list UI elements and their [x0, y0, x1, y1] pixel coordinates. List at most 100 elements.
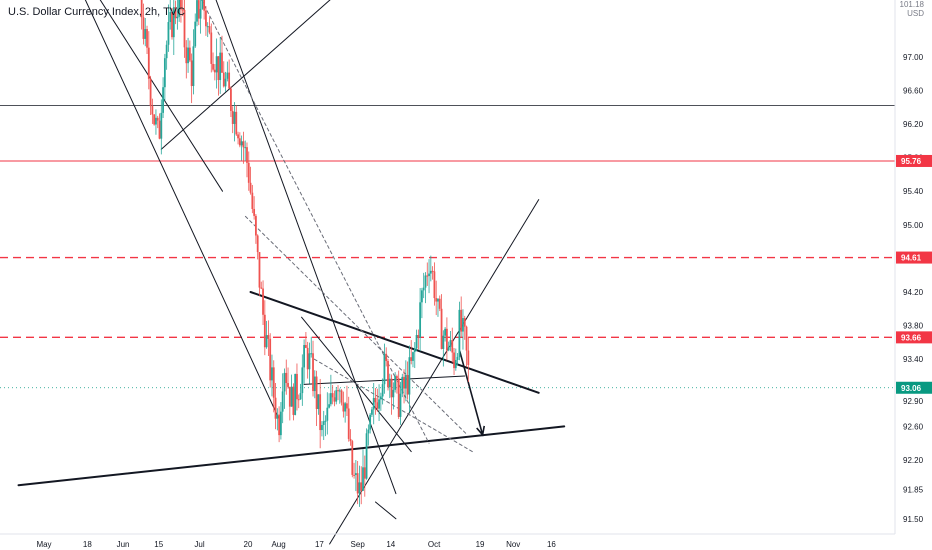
- candle-body: [412, 352, 414, 361]
- candle-body: [213, 69, 216, 73]
- candle-body: [199, 8, 202, 19]
- candle-body: [299, 393, 302, 400]
- time-tick-label: 19: [476, 540, 485, 549]
- candle-body: [230, 88, 232, 111]
- price-tick-label: 97.00: [903, 53, 924, 62]
- candle-body: [288, 386, 291, 407]
- candles: [140, 0, 470, 507]
- candle-body: [233, 111, 236, 124]
- candle-body: [201, 0, 204, 9]
- candle-body: [378, 399, 380, 409]
- candle-body: [215, 56, 218, 73]
- candle-body: [162, 87, 164, 113]
- candle-body: [255, 215, 257, 236]
- time-tick-label: Aug: [271, 540, 285, 549]
- candle-body: [454, 359, 457, 369]
- candle-body: [385, 353, 388, 361]
- price-tick-label: 96.60: [903, 86, 924, 95]
- candle-body: [276, 414, 279, 419]
- candle-body: [231, 110, 234, 124]
- candle-body: [219, 52, 222, 81]
- currency-code: USD: [907, 9, 924, 18]
- candle-body: [317, 394, 320, 409]
- candle-body: [292, 386, 295, 415]
- trendlines: [17, 0, 566, 545]
- candle-body: [429, 270, 432, 274]
- candle-body: [451, 340, 454, 353]
- candle-body: [324, 420, 327, 422]
- time-tick-label: 14: [386, 540, 395, 549]
- dashed-trendline: [244, 215, 468, 436]
- candle-body: [312, 353, 314, 392]
- candle-body: [147, 47, 150, 79]
- projection-arrow-shaft: [458, 350, 484, 436]
- price-axis[interactable]: 97.0096.6096.2095.8095.4095.0094.6094.20…: [894, 0, 924, 534]
- candle-body: [279, 411, 282, 436]
- candle-body: [156, 117, 159, 121]
- candle-body: [271, 367, 273, 381]
- candle-body: [260, 287, 263, 289]
- price-tick-label: 91.50: [903, 515, 924, 524]
- candle-body: [296, 373, 298, 400]
- candle-body: [172, 7, 175, 38]
- candle-body: [401, 376, 404, 394]
- time-tick-label: Jul: [194, 540, 204, 549]
- candle-body: [246, 147, 248, 163]
- candle-body: [187, 47, 189, 64]
- candle-body: [238, 138, 241, 146]
- candle-body: [431, 270, 434, 272]
- candle-body: [294, 373, 297, 415]
- candle-body: [406, 375, 409, 395]
- price-tag-bg: [896, 251, 932, 264]
- candle-body: [265, 335, 268, 348]
- candle-body: [222, 72, 225, 87]
- price-tag-bg: [896, 154, 932, 167]
- candle-body: [399, 393, 402, 417]
- candle-body: [463, 318, 466, 327]
- candle-body: [408, 357, 411, 395]
- candle-body: [308, 353, 311, 370]
- trendline: [160, 0, 331, 150]
- candle-body: [158, 120, 161, 139]
- candle-body: [437, 298, 439, 302]
- candle-body: [415, 335, 418, 349]
- candle-body: [178, 0, 181, 17]
- candle-body: [444, 328, 447, 336]
- price-tag-label: 95.76: [901, 157, 922, 166]
- candle-body: [297, 399, 300, 401]
- candle-body: [169, 11, 172, 23]
- time-tick-label: 17: [315, 540, 324, 549]
- trendline: [215, 0, 397, 495]
- candle-body: [319, 394, 322, 431]
- time-axis[interactable]: May 18 Jun 15 Jul 20 Aug 17 Sep 14 Oct 19 Nov 16: [0, 533, 895, 549]
- dashed-trendline: [200, 0, 430, 444]
- candle-body: [247, 162, 250, 183]
- candle-body: [287, 383, 289, 387]
- candle-body: [453, 352, 455, 369]
- candle-body: [396, 376, 398, 379]
- candle-body: [237, 134, 239, 139]
- candle-body: [224, 78, 227, 87]
- candle-body: [174, 7, 177, 19]
- candle-body: [206, 26, 209, 28]
- candle-body: [155, 117, 157, 125]
- candle-body: [363, 467, 366, 479]
- candle-body: [188, 47, 191, 61]
- candle-body: [347, 408, 350, 439]
- candle-body: [203, 0, 206, 11]
- candle-body: [392, 389, 395, 398]
- candle-body: [447, 346, 450, 351]
- candle-body: [351, 441, 354, 475]
- candle-body: [140, 0, 143, 18]
- candle-body: [181, 9, 184, 11]
- candle-body: [281, 391, 284, 412]
- candle-body: [388, 378, 391, 388]
- candle-body: [205, 10, 207, 27]
- candle-body: [171, 11, 173, 38]
- candle-body: [342, 402, 345, 412]
- candle-body: [285, 372, 288, 384]
- candle-body: [240, 141, 243, 146]
- candle-body: [376, 402, 379, 409]
- candle-body: [183, 9, 186, 48]
